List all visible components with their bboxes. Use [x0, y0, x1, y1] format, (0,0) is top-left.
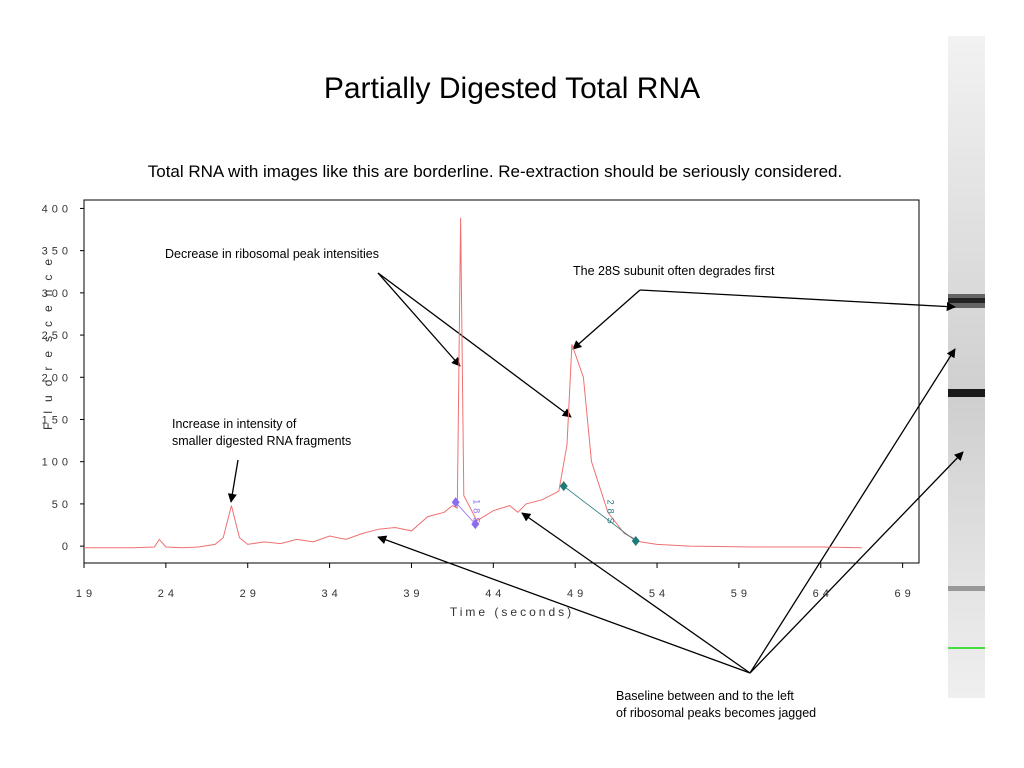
x-tick-label: 49 — [567, 588, 587, 600]
peak-link — [455, 501, 476, 525]
y-axis-label: Fluorescence — [41, 250, 55, 430]
x-axis-label: Time (seconds) — [450, 605, 574, 619]
x-tick-label: 19 — [76, 588, 96, 600]
gel-lane — [948, 36, 985, 698]
x-tick-label: 64 — [813, 588, 833, 600]
peak-label: 28S — [606, 500, 616, 528]
y-tick-label: 350 — [42, 246, 72, 258]
annotation: smaller digested RNA fragments — [172, 434, 351, 448]
y-tick-label: 250 — [42, 330, 72, 342]
y-tick-label: 50 — [52, 499, 72, 511]
subtitle: Total RNA with images like this are bord… — [148, 162, 843, 181]
annotation: Increase in intensity of — [172, 417, 297, 431]
annotation: Decrease in ribosomal peak intensities — [165, 247, 379, 261]
peak-marker — [559, 481, 568, 492]
x-tick-label: 34 — [321, 588, 341, 600]
y-tick-label: 400 — [42, 203, 72, 215]
peak-marker — [631, 536, 640, 547]
y-tick-label: 300 — [42, 288, 72, 300]
x-tick-label: 54 — [649, 588, 669, 600]
annotation: Baseline between and to the left — [616, 689, 794, 703]
peak-link — [563, 485, 636, 542]
peak-label: 18S — [471, 499, 481, 527]
trace-line — [84, 217, 862, 549]
x-tick-label: 24 — [158, 588, 178, 600]
y-tick-label: 150 — [42, 414, 72, 426]
annotation-arrows — [227, 272, 964, 674]
annotation: The 28S subunit often degrades first — [573, 264, 775, 278]
x-tick-label: 44 — [485, 588, 505, 600]
annotation: of ribosomal peaks becomes jagged — [616, 706, 816, 720]
y-tick-label: 200 — [42, 372, 72, 384]
y-tick-label: 100 — [42, 457, 72, 469]
x-tick-label: 69 — [895, 588, 915, 600]
x-tick-label: 29 — [240, 588, 260, 600]
peak-marker — [471, 519, 480, 530]
x-tick-label: 59 — [731, 588, 751, 600]
y-tick-label: 0 — [62, 541, 72, 553]
x-tick-label: 39 — [403, 588, 423, 600]
plot-frame — [83, 199, 920, 564]
title: Partially Digested Total RNA — [324, 72, 700, 105]
peak-marker — [451, 497, 460, 508]
